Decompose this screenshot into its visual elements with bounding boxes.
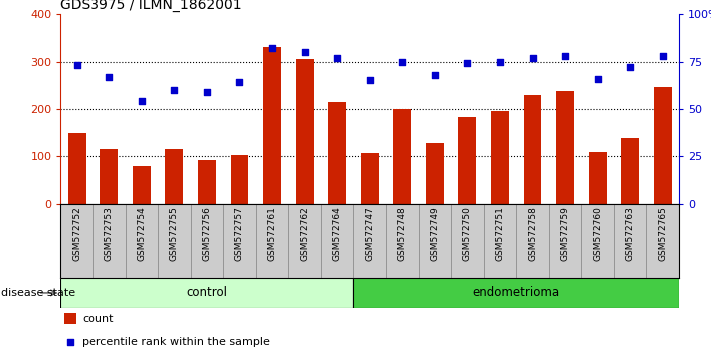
Text: percentile rank within the sample: percentile rank within the sample	[82, 337, 270, 348]
Bar	[516, 204, 549, 278]
Point	[657, 53, 668, 59]
Text: count: count	[82, 314, 114, 324]
Bar	[360, 153, 379, 204]
Bar	[621, 138, 639, 204]
Bar	[386, 204, 419, 278]
Bar	[133, 166, 151, 204]
Bar	[256, 204, 289, 278]
Text: GSM572756: GSM572756	[203, 206, 211, 261]
Bar	[100, 149, 118, 204]
Bar	[158, 204, 191, 278]
Bar	[230, 155, 248, 204]
Text: GSM572753: GSM572753	[105, 206, 114, 261]
Point	[64, 340, 75, 346]
Bar	[523, 95, 542, 204]
Point	[364, 78, 375, 83]
Text: GSM572748: GSM572748	[397, 206, 407, 261]
Bar	[451, 204, 483, 278]
Text: GSM572749: GSM572749	[430, 206, 439, 261]
Bar	[289, 204, 321, 278]
Text: GSM572762: GSM572762	[300, 206, 309, 261]
Bar	[60, 278, 353, 308]
Bar	[426, 143, 444, 204]
Bar	[353, 204, 386, 278]
Bar	[60, 204, 93, 278]
Text: GSM572763: GSM572763	[626, 206, 635, 261]
Bar	[166, 149, 183, 204]
Text: endometrioma: endometrioma	[473, 286, 560, 299]
Text: GSM572752: GSM572752	[73, 206, 81, 261]
Point	[429, 72, 441, 78]
Point	[267, 45, 278, 51]
Text: GSM572751: GSM572751	[496, 206, 504, 261]
Bar	[263, 47, 281, 204]
Point	[234, 80, 245, 85]
Bar	[321, 204, 353, 278]
Text: GSM572757: GSM572757	[235, 206, 244, 261]
Bar	[68, 132, 85, 204]
Point	[461, 61, 473, 66]
Bar	[198, 160, 216, 204]
Point	[201, 89, 213, 95]
Bar	[93, 204, 126, 278]
Bar	[614, 204, 646, 278]
Point	[397, 59, 408, 64]
Point	[136, 98, 147, 104]
Text: GSM572761: GSM572761	[267, 206, 277, 261]
Point	[592, 76, 604, 81]
Text: GSM572747: GSM572747	[365, 206, 374, 261]
Bar	[393, 109, 411, 204]
Bar	[589, 153, 606, 204]
Bar	[654, 87, 672, 204]
Text: GSM572755: GSM572755	[170, 206, 179, 261]
Point	[104, 74, 115, 80]
Text: GSM572765: GSM572765	[658, 206, 667, 261]
Text: GSM572759: GSM572759	[560, 206, 570, 261]
Point	[299, 49, 310, 55]
Point	[494, 59, 506, 64]
Point	[624, 64, 636, 70]
Point	[560, 53, 571, 59]
Bar	[126, 204, 158, 278]
Bar	[483, 204, 516, 278]
Point	[331, 55, 343, 61]
Text: GDS3975 / ILMN_1862001: GDS3975 / ILMN_1862001	[60, 0, 242, 12]
Text: GSM572760: GSM572760	[593, 206, 602, 261]
Point	[527, 55, 538, 61]
Bar	[459, 117, 476, 204]
Bar	[646, 204, 679, 278]
Text: GSM572750: GSM572750	[463, 206, 472, 261]
Bar	[191, 204, 223, 278]
Bar	[419, 204, 451, 278]
Text: GSM572754: GSM572754	[137, 206, 146, 261]
Text: GSM572764: GSM572764	[333, 206, 342, 261]
Text: control: control	[186, 286, 228, 299]
Text: GSM572758: GSM572758	[528, 206, 537, 261]
Bar	[556, 91, 574, 204]
Bar	[582, 204, 614, 278]
Bar	[549, 204, 582, 278]
Bar	[328, 102, 346, 204]
Point	[169, 87, 180, 93]
Bar	[353, 278, 679, 308]
Bar	[223, 204, 256, 278]
Bar	[491, 111, 509, 204]
Bar	[296, 59, 314, 204]
Point	[71, 62, 82, 68]
Bar	[63, 313, 76, 324]
Text: disease state: disease state	[1, 288, 75, 298]
